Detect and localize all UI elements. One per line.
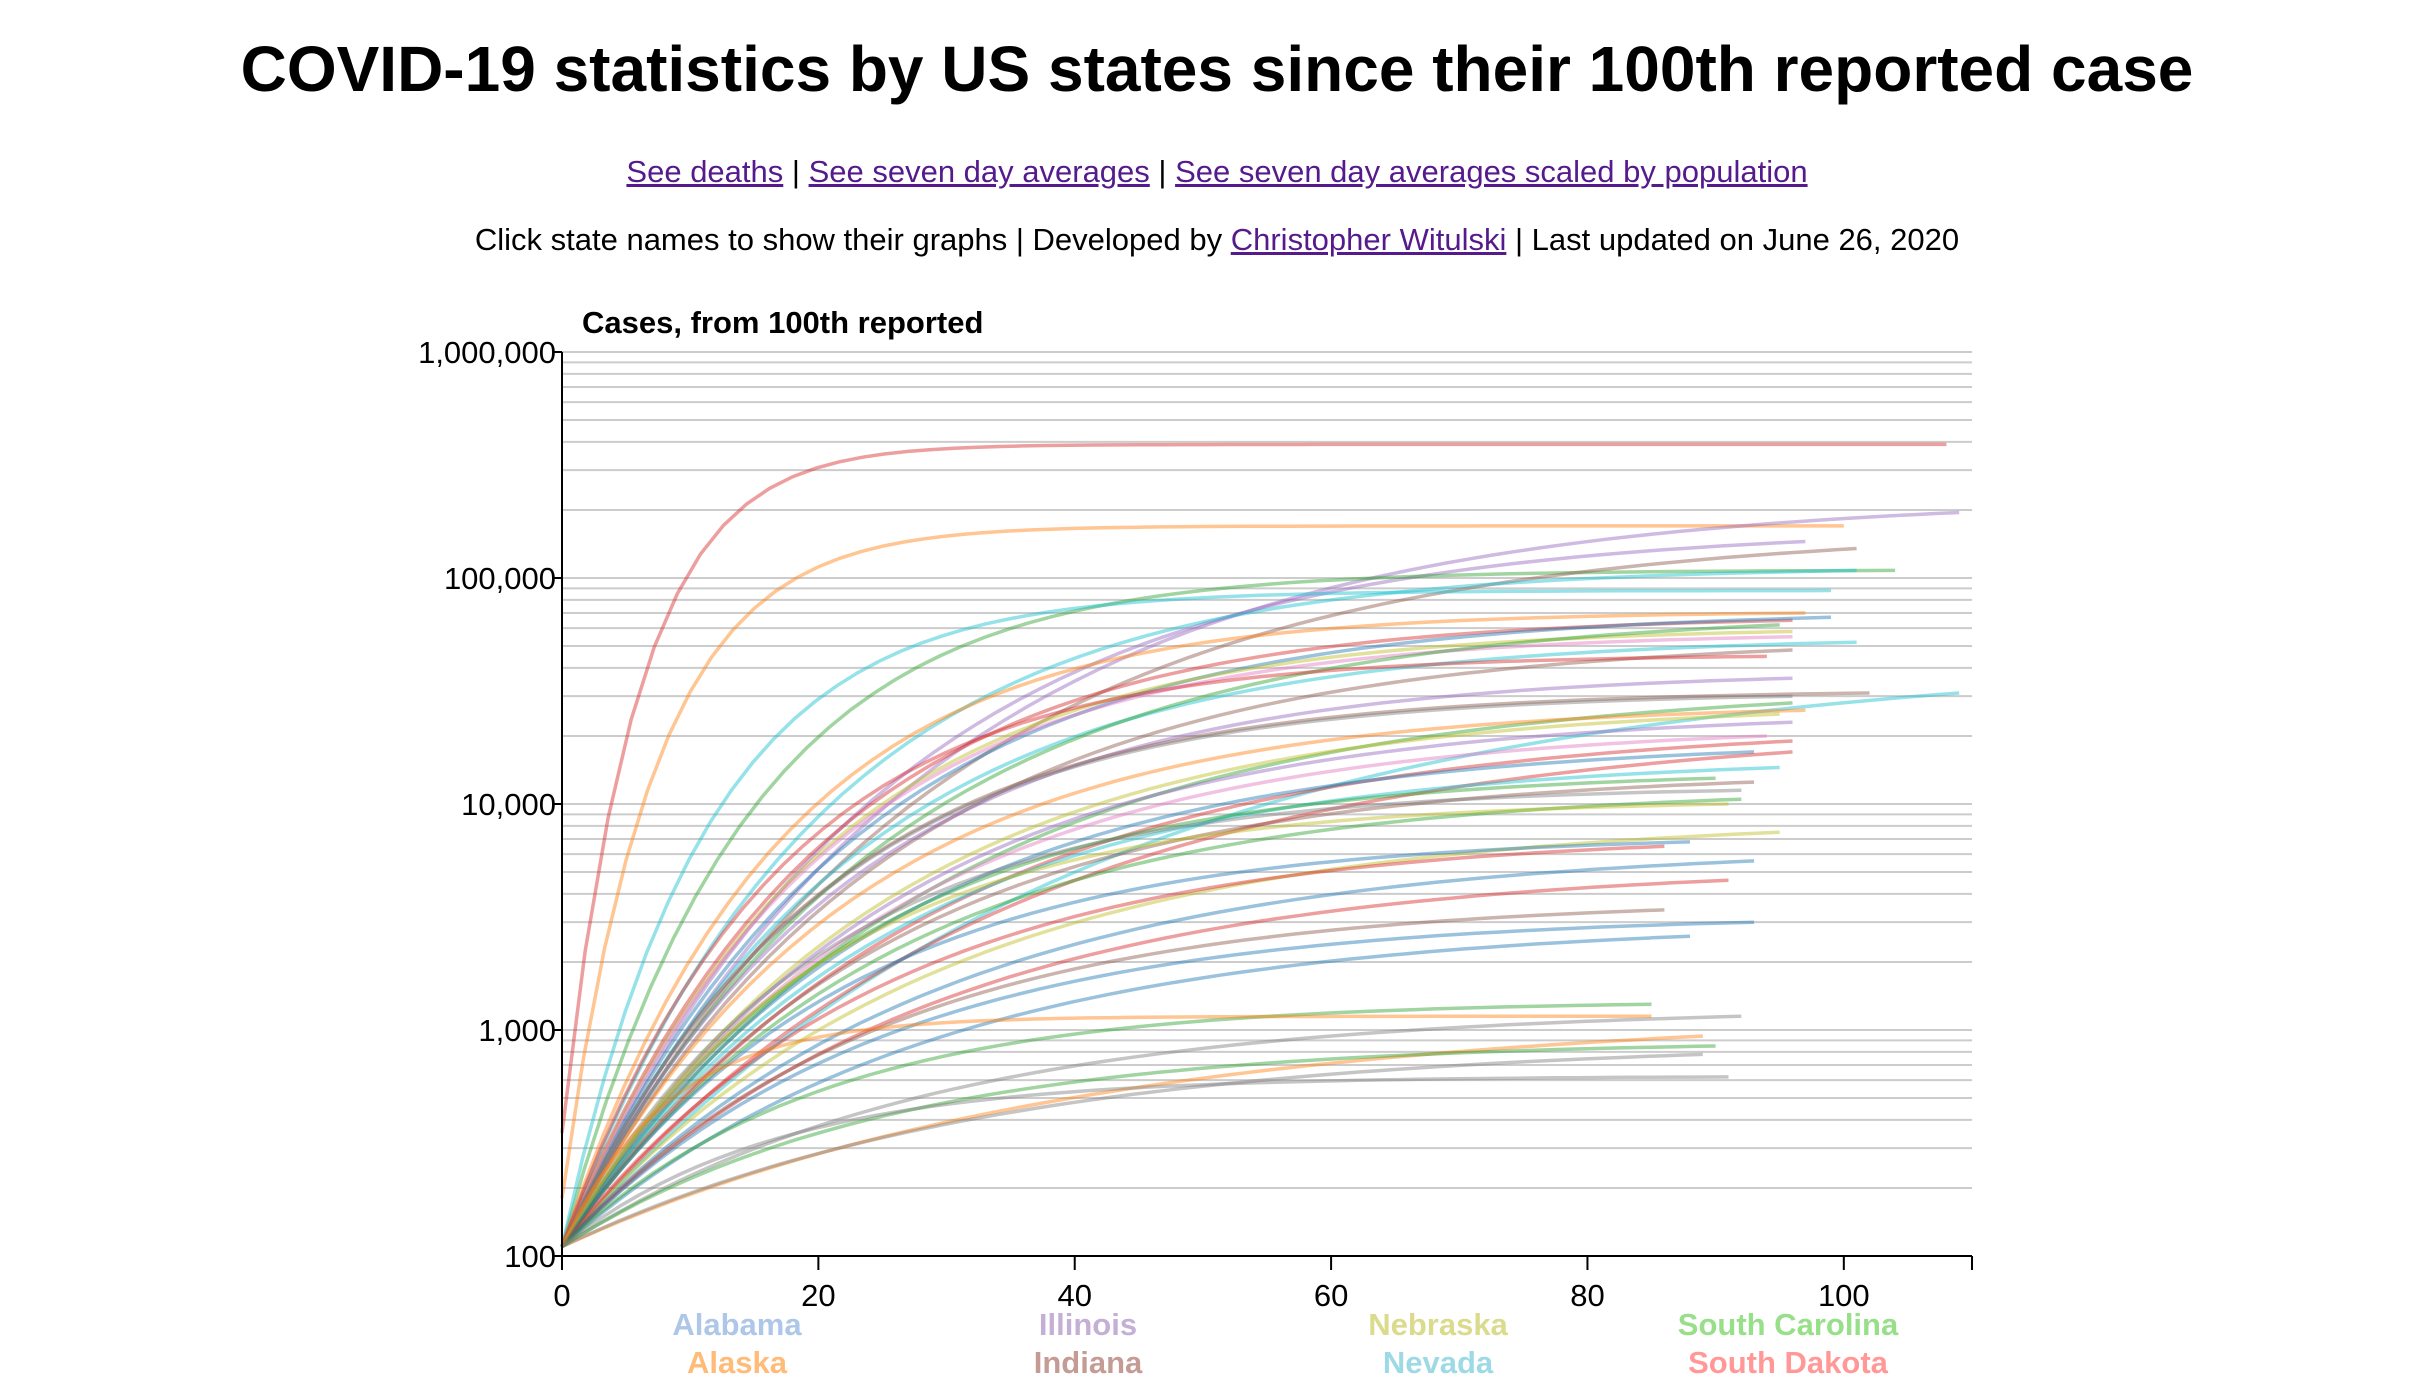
series-line — [560, 844, 1665, 1248]
chart-title: Cases, from 100th reported — [582, 305, 983, 340]
series-line — [561, 1034, 1703, 1249]
info-prefix: Click state names to show their graphs |… — [474, 222, 1231, 257]
series-line — [561, 1014, 1742, 1249]
series-line — [560, 750, 1793, 1248]
axes: 100 1,000 10,000 100,000 1,000,000 0 20 40 60 80 1… — [0, 320, 1973, 1313]
series-line — [560, 934, 1691, 1248]
series-line — [560, 840, 1691, 1248]
info-suffix: | Last updated on June 26, 2020 — [1506, 222, 1960, 257]
see-deaths-link[interactable]: See deaths — [626, 154, 784, 189]
series-line — [560, 629, 1793, 1248]
series-line — [560, 1002, 1652, 1248]
series-line — [560, 691, 1870, 1248]
series-line — [560, 788, 1742, 1248]
series-line — [560, 720, 1793, 1248]
series-line — [560, 611, 1806, 1248]
legend-item[interactable]: South Carolina — [1678, 1307, 1899, 1342]
link-separator: | — [1149, 154, 1176, 189]
view-links: See deaths | See seven day averages | Se… — [0, 154, 2434, 190]
series-line — [561, 1044, 1716, 1249]
series-line — [560, 615, 1832, 1248]
series-line — [560, 510, 1960, 1248]
series-line — [561, 1052, 1703, 1249]
series-line — [560, 588, 1832, 1247]
x-tick-label: 40 — [1057, 1278, 1091, 1313]
info-line: Click state names to show their graphs |… — [0, 222, 2434, 258]
series-line — [560, 708, 1806, 1248]
series-line — [560, 648, 1793, 1248]
series-line — [560, 524, 1844, 1199]
see-scaled-averages-link[interactable]: See seven day averages scaled by populat… — [1175, 154, 1808, 189]
x-tick-label: 0 — [553, 1278, 570, 1313]
series-line — [560, 442, 1947, 1134]
series-line — [560, 701, 1793, 1248]
series-line — [560, 618, 1793, 1248]
legend-item[interactable]: Nevada — [1383, 1345, 1494, 1380]
series-line — [560, 539, 1806, 1248]
series-line — [560, 640, 1857, 1248]
legend-item[interactable]: Indiana — [1034, 1345, 1143, 1380]
y-tick-label: 1,000,000 — [418, 335, 556, 370]
page-title: COVID-19 statistics by US states since t… — [240, 33, 2194, 105]
series-line — [560, 654, 1767, 1248]
x-tick-label: 60 — [1314, 1278, 1348, 1313]
series-line — [560, 830, 1780, 1248]
series-line — [560, 546, 1857, 1248]
legend-item[interactable]: Alaska — [687, 1345, 788, 1380]
see-seven-day-averages-link[interactable]: See seven day averages — [808, 154, 1150, 189]
series-line — [560, 712, 1780, 1248]
series-line — [560, 623, 1780, 1248]
series-line — [560, 780, 1755, 1248]
grid-lines — [562, 351, 1972, 1257]
y-tick-label: 100 — [504, 1239, 556, 1274]
series-line — [560, 908, 1665, 1248]
series-line — [560, 568, 1896, 1248]
series-line — [560, 776, 1716, 1248]
series-line — [560, 1075, 1729, 1248]
x-tick-label: 20 — [801, 1278, 835, 1313]
legend-item[interactable]: Nebraska — [1368, 1307, 1508, 1342]
series-line — [560, 634, 1793, 1248]
link-separator: | — [783, 154, 809, 189]
series-line — [560, 676, 1793, 1248]
x-tick-label: 80 — [1570, 1278, 1604, 1313]
series-line — [560, 859, 1755, 1248]
series-line — [560, 691, 1960, 1248]
series-line — [560, 920, 1755, 1248]
y-tick-label: 10,000 — [461, 787, 556, 822]
left-edge-mask — [0, 320, 462, 1280]
legend-item[interactable]: South Dakota — [1688, 1345, 1889, 1380]
series-line — [560, 802, 1729, 1248]
series-line — [560, 765, 1780, 1248]
legend-item[interactable]: Alabama — [672, 1307, 802, 1342]
series-line — [560, 694, 1793, 1248]
x-tick-label: 100 — [1818, 1278, 1870, 1313]
y-tick-label: 100,000 — [444, 561, 556, 596]
legend-item[interactable]: Illinois — [1039, 1307, 1137, 1342]
series-line — [560, 878, 1729, 1248]
author-link[interactable]: Christopher Witulski — [1230, 222, 1507, 257]
series-lines — [560, 442, 1960, 1249]
series-line — [560, 739, 1793, 1248]
y-tick-label: 1,000 — [478, 1013, 556, 1048]
series-line — [560, 568, 1857, 1248]
series-line — [560, 750, 1755, 1248]
series-line — [560, 1014, 1652, 1248]
series-line — [560, 797, 1742, 1248]
series-line — [560, 734, 1767, 1248]
